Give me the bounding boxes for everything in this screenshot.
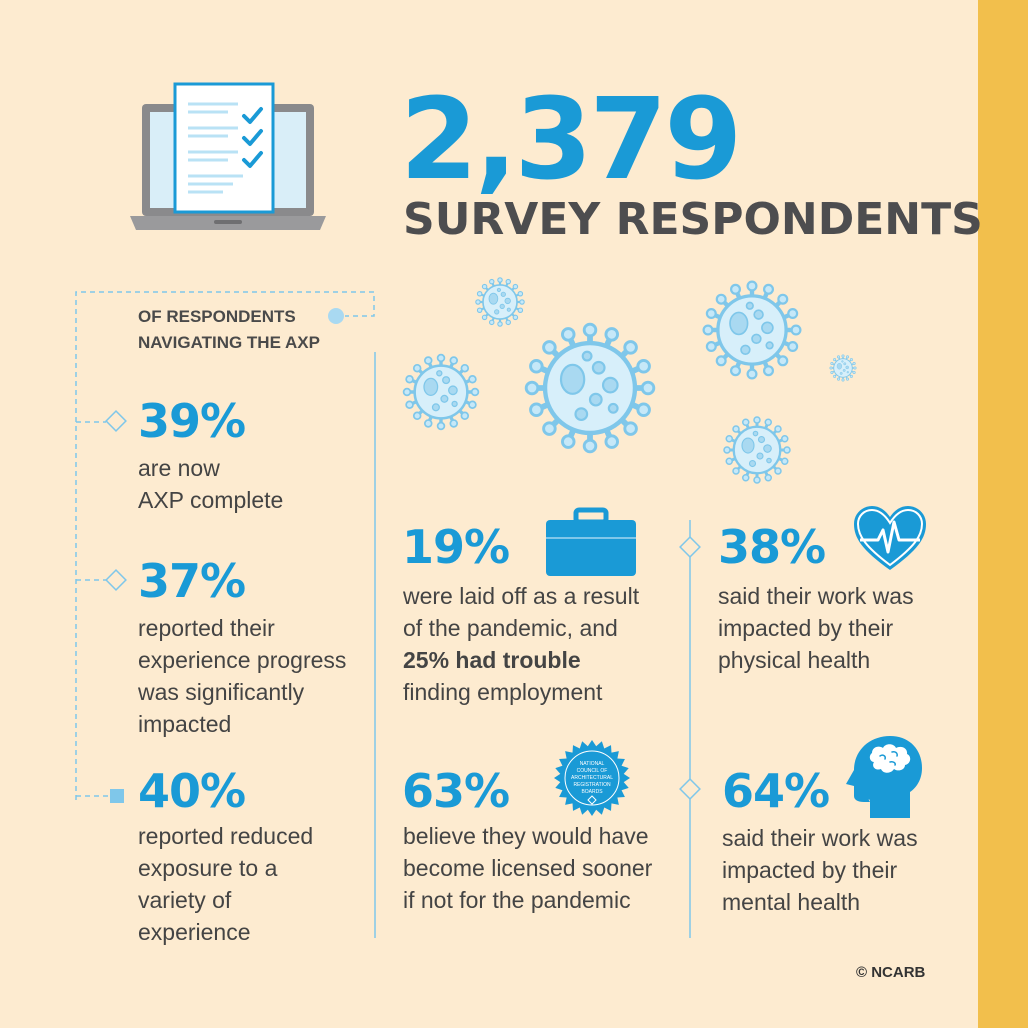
- respondent-count: 2,379: [400, 75, 742, 205]
- head-brain-icon: [846, 736, 922, 818]
- text-line: was significantly: [138, 679, 305, 705]
- text-line: said their work was: [722, 825, 918, 851]
- text-line: experience progress: [138, 647, 347, 673]
- text-line: exposure to a: [138, 855, 278, 881]
- seal-text-line: ARCHITECTURAL: [571, 775, 613, 781]
- side-accent-bar: [978, 0, 1028, 1028]
- respondents-label: SURVEY RESPONDENTS: [403, 194, 983, 245]
- stat-mental-health-percent: 64%: [722, 764, 830, 818]
- stat-reduced-exposure-percent: 40%: [138, 764, 246, 818]
- bold-highlight: 25% had trouble: [403, 647, 581, 673]
- stat-mental-health-text: said their work was impacted by their me…: [722, 822, 918, 918]
- briefcase-icon: [546, 507, 636, 576]
- right-column-connector: [679, 520, 701, 938]
- virus-icon: [829, 354, 857, 382]
- seal-text-line: COUNCIL OF: [577, 768, 608, 774]
- text-line: become licensed sooner: [403, 855, 653, 881]
- heart-pulse-icon: [854, 506, 926, 570]
- seal-badge-icon: NATIONAL COUNCIL OF ARCHITECTURAL REGIST…: [554, 740, 630, 816]
- axp-heading-line2: NAVIGATING THE AXP: [138, 333, 320, 352]
- text-line: AXP complete: [138, 487, 284, 513]
- virus-icon: [526, 324, 654, 452]
- stat-physical-health-text: said their work was impacted by their ph…: [718, 580, 914, 676]
- text-line: impacted by their: [722, 857, 898, 883]
- stat-axp-complete-text: are now AXP complete: [138, 452, 283, 516]
- text-line: impacted: [138, 711, 232, 737]
- stat-licensed-sooner-text: believe they would have become licensed …: [403, 820, 652, 916]
- stat-axp-complete-percent: 39%: [138, 394, 246, 448]
- seal-text-line: NATIONAL: [580, 761, 605, 767]
- text-line: physical health: [718, 647, 871, 673]
- virus-icon: [704, 282, 801, 379]
- copyright-notice: © NCARB: [856, 964, 926, 981]
- text-line: experience: [138, 919, 251, 945]
- text-line: reported reduced: [138, 823, 314, 849]
- axp-heading: OF RESPONDENTS NAVIGATING THE AXP: [138, 304, 320, 356]
- text-line: variety of: [138, 887, 232, 913]
- axp-bracket-lines: [75, 291, 376, 938]
- stat-physical-health-percent: 38%: [718, 520, 826, 574]
- virus-icon: [474, 276, 526, 328]
- stat-progress-impacted-percent: 37%: [138, 554, 246, 608]
- text-line: said their work was: [718, 583, 914, 609]
- stat-reduced-exposure-text: reported reduced exposure to a variety o…: [138, 820, 313, 948]
- text-line: impacted by their: [718, 615, 894, 641]
- text-line: were laid off as a result: [403, 583, 640, 609]
- text-line: reported their: [138, 615, 275, 641]
- text-line: are now: [138, 455, 220, 481]
- seal-text-line: REGISTRATION: [573, 782, 611, 788]
- stat-laid-off-text: were laid off as a result of the pandemi…: [403, 580, 639, 708]
- axp-heading-line1: OF RESPONDENTS: [138, 307, 296, 326]
- stat-licensed-sooner-percent: 63%: [402, 764, 510, 818]
- text-line: mental health: [722, 889, 861, 915]
- text-line: 25% had trouble: [403, 644, 639, 676]
- virus-icon: [722, 415, 792, 485]
- text-line: of the pandemic, and: [403, 615, 618, 641]
- stat-progress-impacted-text: reported their experience progress was s…: [138, 612, 346, 740]
- text-line: finding employment: [403, 679, 603, 705]
- text-line: if not for the pandemic: [403, 887, 631, 913]
- virus-icon: [401, 352, 481, 432]
- text-line: believe they would have: [403, 823, 649, 849]
- laptop-checklist-icon: [130, 82, 326, 230]
- stat-laid-off-percent: 19%: [402, 520, 510, 574]
- seal-text-line: BOARDS: [581, 789, 603, 795]
